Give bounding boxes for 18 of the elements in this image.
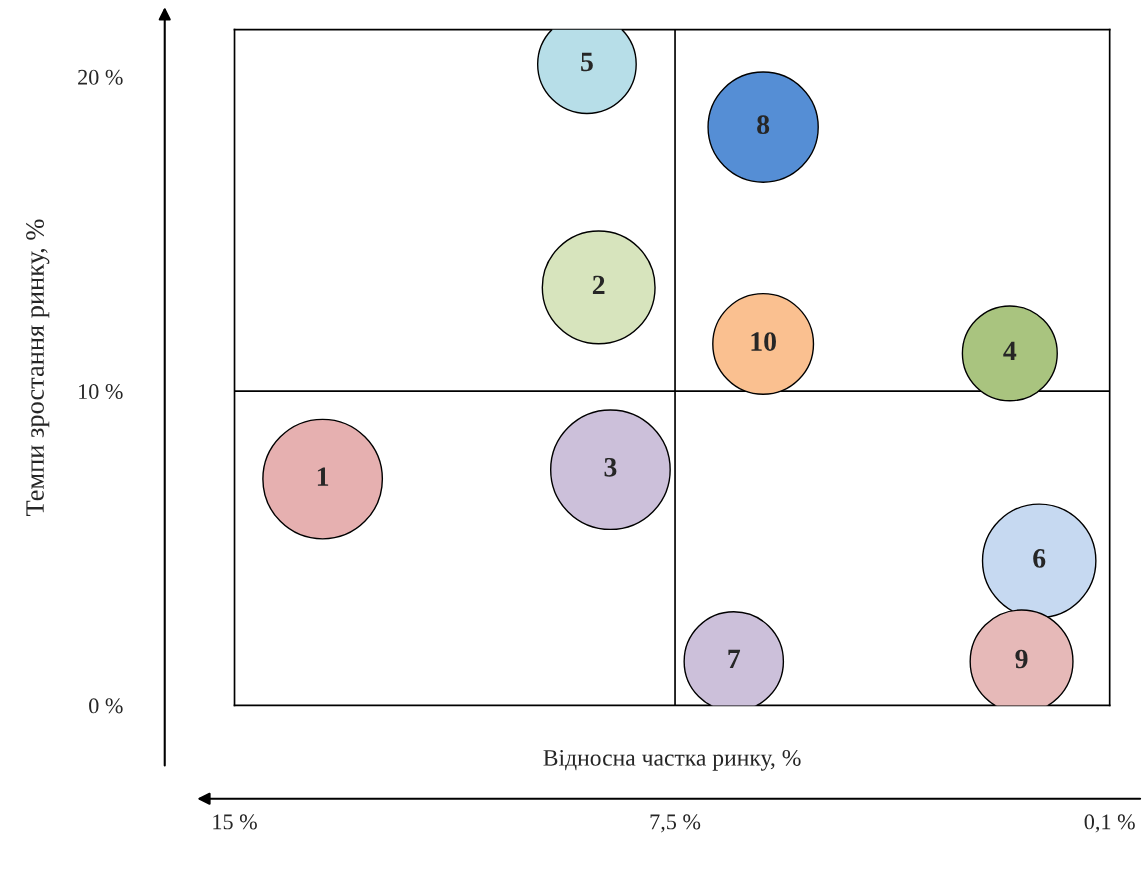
annotation: 2 [592, 275, 605, 295]
x-axis-title: Відносна частка ринку, % [543, 749, 801, 771]
y-axis-title: Темпи зростання ринку, % [26, 219, 50, 516]
annotation: 5 [581, 52, 593, 72]
annotation: 1 [317, 467, 329, 486]
annotation: 6 [1033, 549, 1046, 568]
annotation: 4 [1003, 341, 1017, 361]
annotation: 3 [604, 457, 617, 477]
x-tick-label: 7,5 % [650, 814, 701, 833]
y-tick-label: 10 % [79, 384, 123, 400]
annotation: 7 [728, 649, 741, 669]
annotation: 8 [757, 115, 770, 135]
y-tick-label: 20 % [78, 69, 123, 85]
annotation: 9 [1015, 649, 1028, 669]
y-tick-label: 0 % [89, 698, 123, 714]
annotation: 10 [751, 332, 776, 351]
x-tick-label: 0,1 % [1084, 814, 1135, 833]
x-tick-label: 15 % [213, 814, 257, 830]
